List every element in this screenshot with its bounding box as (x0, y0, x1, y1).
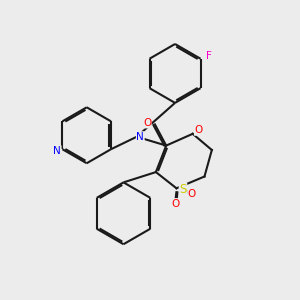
Text: O: O (188, 189, 196, 199)
Text: F: F (206, 51, 212, 61)
Text: O: O (143, 118, 151, 128)
Text: O: O (194, 125, 203, 135)
Text: S: S (179, 183, 187, 196)
Text: O: O (171, 199, 179, 208)
Text: N: N (136, 132, 144, 142)
Text: N: N (53, 146, 61, 156)
